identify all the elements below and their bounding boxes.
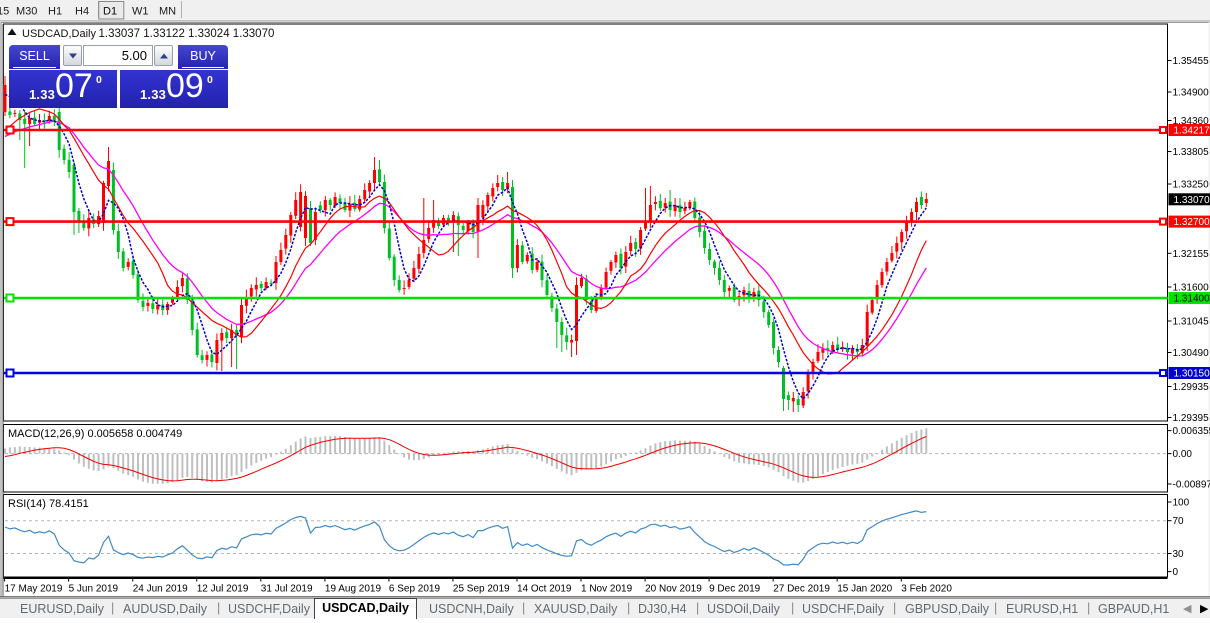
svg-text:1.34217: 1.34217: [1174, 126, 1210, 137]
svg-text:5 Jun 2019: 5 Jun 2019: [69, 584, 119, 595]
svg-text:1.31400: 1.31400: [1174, 294, 1210, 305]
svg-text:1.35455: 1.35455: [1173, 56, 1210, 67]
svg-text:1.29395: 1.29395: [1173, 413, 1210, 424]
svg-text:0: 0: [1173, 567, 1179, 578]
svg-text:1.33070: 1.33070: [1174, 195, 1210, 206]
svg-text:1.32700: 1.32700: [1174, 217, 1210, 228]
svg-text:31 Jul 2019: 31 Jul 2019: [261, 584, 313, 595]
svg-text:27 Dec 2019: 27 Dec 2019: [773, 584, 830, 595]
svg-text:1.33037 1.33122 1.33024 1.3307: 1.33037 1.33122 1.33024 1.33070: [99, 28, 275, 40]
svg-text:17 May 2019: 17 May 2019: [5, 584, 63, 595]
svg-text:1.29935: 1.29935: [1173, 382, 1210, 393]
svg-text:D1: D1: [103, 6, 117, 18]
svg-text:1.32155: 1.32155: [1173, 249, 1210, 260]
svg-text:100: 100: [1173, 498, 1190, 509]
svg-text:1 Nov 2019: 1 Nov 2019: [581, 584, 633, 595]
svg-text:15: 15: [0, 6, 9, 18]
svg-text:1.31045: 1.31045: [1173, 317, 1210, 328]
svg-text:MACD(12,26,9) 0.005658 0.00474: MACD(12,26,9) 0.005658 0.004749: [8, 428, 182, 440]
svg-text:1.31600: 1.31600: [1173, 283, 1210, 294]
svg-text:W1: W1: [132, 6, 149, 18]
svg-text:0.006355: 0.006355: [1173, 426, 1210, 437]
svg-text:H1: H1: [48, 6, 62, 18]
svg-text:6 Sep 2019: 6 Sep 2019: [389, 584, 441, 595]
svg-text:9 Dec 2019: 9 Dec 2019: [709, 584, 761, 595]
svg-text:19 Aug 2019: 19 Aug 2019: [325, 584, 382, 595]
svg-text:0.00: 0.00: [1173, 449, 1193, 460]
svg-text:1.33250: 1.33250: [1173, 180, 1210, 191]
svg-text:1.30150: 1.30150: [1174, 369, 1210, 380]
svg-text:RSI(14) 78.4151: RSI(14) 78.4151: [8, 498, 89, 510]
svg-text:1.33805: 1.33805: [1173, 147, 1210, 158]
svg-text:-0.008978: -0.008978: [1173, 480, 1210, 491]
svg-text:30: 30: [1173, 549, 1185, 560]
svg-text:14 Oct 2019: 14 Oct 2019: [517, 584, 572, 595]
svg-text:1.30490: 1.30490: [1173, 348, 1210, 359]
svg-text:USDCAD,Daily: USDCAD,Daily: [22, 28, 96, 40]
svg-text:H4: H4: [75, 6, 89, 18]
svg-text:1.34900: 1.34900: [1173, 88, 1210, 99]
svg-text:M30: M30: [16, 6, 37, 18]
svg-text:3 Feb 2020: 3 Feb 2020: [901, 584, 952, 595]
svg-text:15 Jan 2020: 15 Jan 2020: [837, 584, 892, 595]
svg-text:70: 70: [1173, 516, 1185, 527]
svg-text:MN: MN: [159, 6, 176, 18]
svg-text:24 Jun 2019: 24 Jun 2019: [133, 584, 188, 595]
svg-text:20 Nov 2019: 20 Nov 2019: [645, 584, 702, 595]
svg-text:25 Sep 2019: 25 Sep 2019: [453, 584, 510, 595]
svg-text:12 Jul 2019: 12 Jul 2019: [197, 584, 249, 595]
